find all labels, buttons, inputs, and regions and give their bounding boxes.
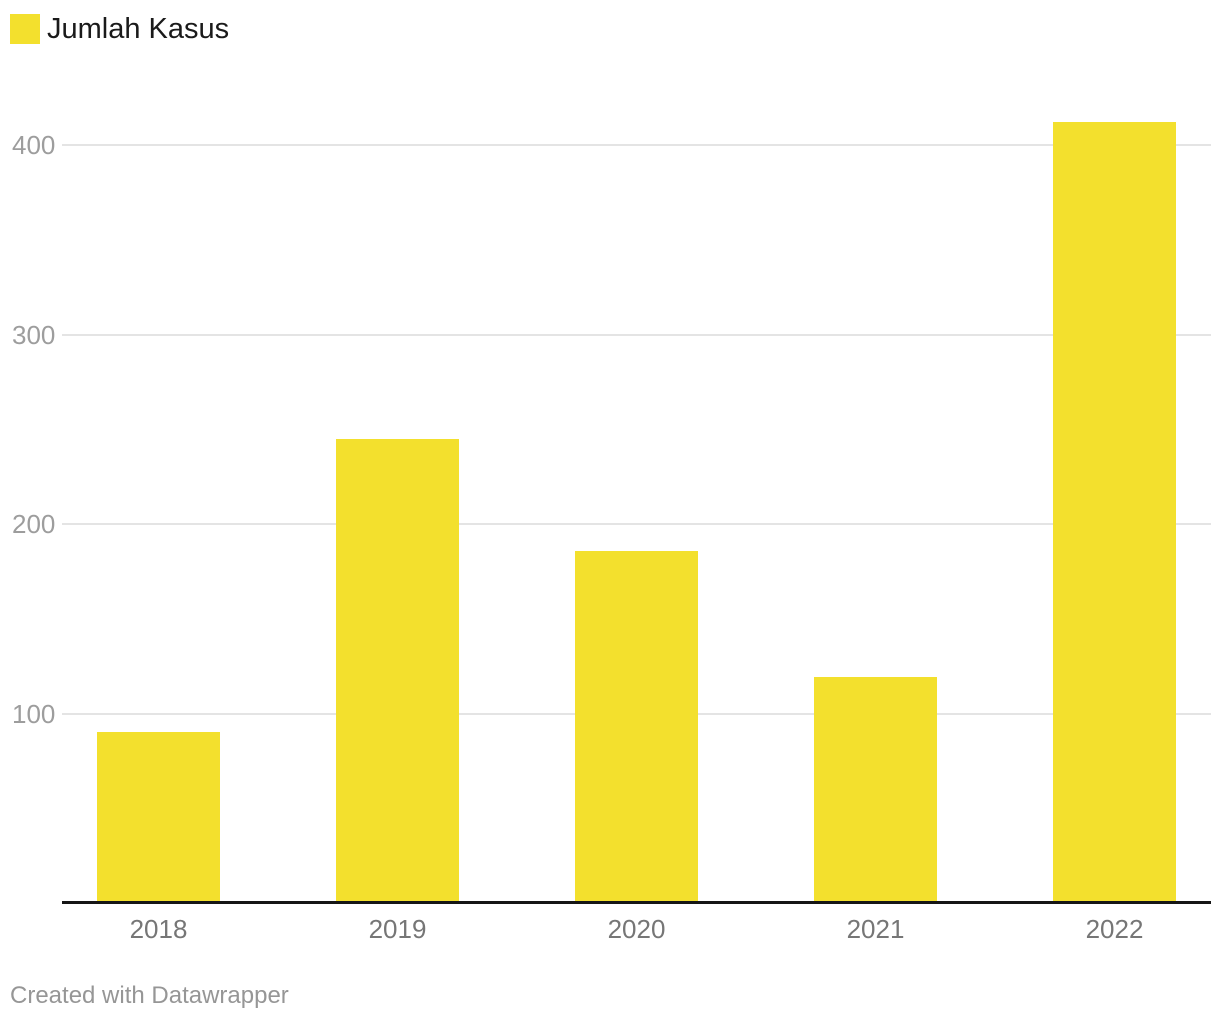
x-tick-label-2021: 2021: [846, 914, 905, 944]
x-tick-label-2020: 2020: [607, 914, 666, 944]
bar-2019: [336, 438, 459, 903]
y-tick-label-200: 200: [12, 509, 56, 539]
gridline-400: [62, 144, 1211, 146]
legend-label: Jumlah Kasus: [47, 13, 230, 45]
y-tick-label-100: 100: [12, 698, 56, 729]
datawrapper-attribution-link[interactable]: Created with Datawrapper: [10, 982, 289, 1009]
x-tick-label-2022: 2022: [1085, 914, 1144, 944]
bar-2022: [1053, 122, 1176, 903]
x-axis-baseline: [62, 901, 1211, 904]
bar-2018: [97, 732, 220, 903]
y-tick-label-300: 300: [12, 319, 56, 350]
legend-swatch: [10, 14, 40, 44]
gridline-300: [62, 333, 1211, 336]
bar-2020: [575, 550, 698, 903]
y-tick-label-400: 400: [12, 130, 56, 160]
bar-2021: [814, 677, 937, 903]
x-tick-label-2019: 2019: [368, 914, 427, 944]
gridline-200: [62, 523, 1211, 525]
x-tick-label-2018: 2018: [129, 914, 188, 944]
legend: Jumlah Kasus: [10, 13, 229, 45]
